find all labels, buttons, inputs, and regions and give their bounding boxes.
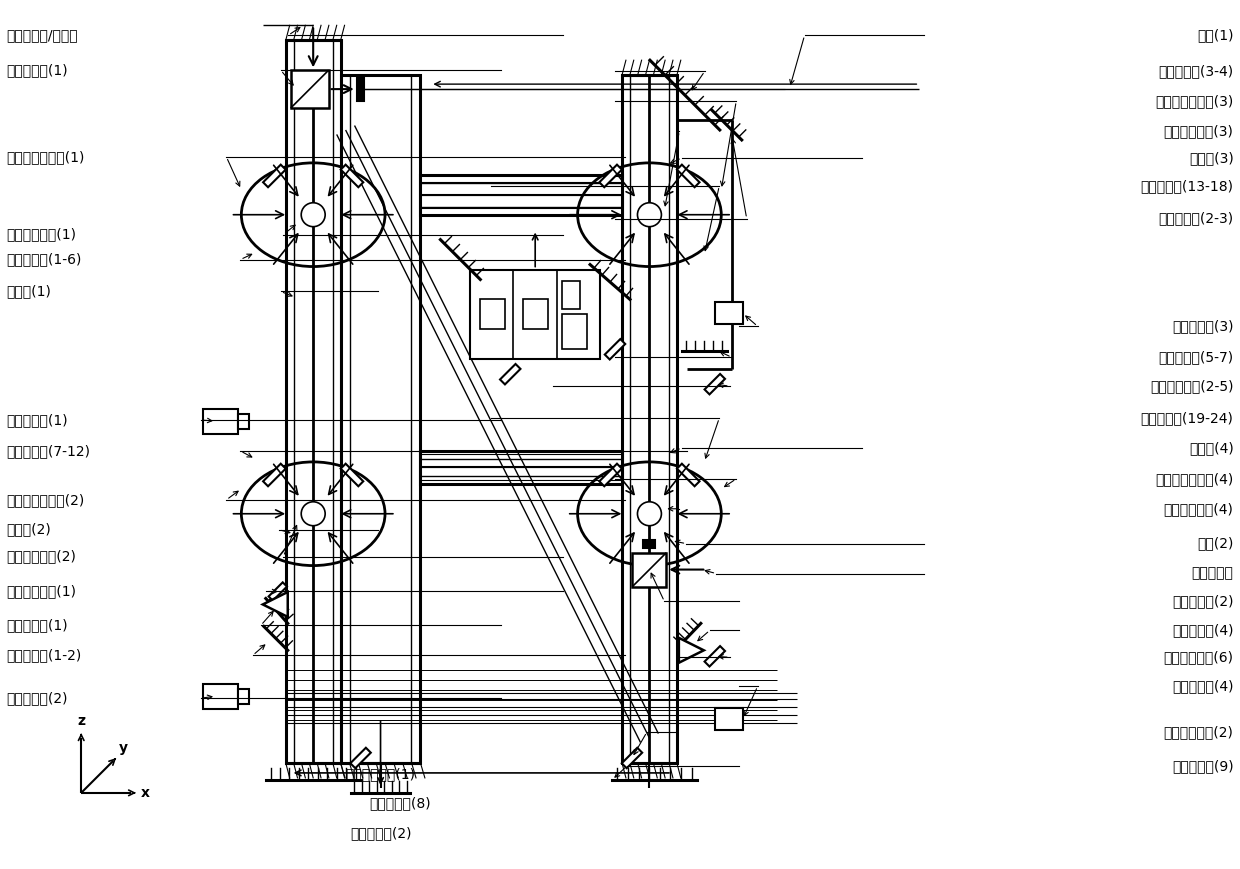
Circle shape (301, 202, 325, 227)
Text: 原子囚禁光(1-6): 原子囚禁光(1-6) (6, 253, 82, 267)
Text: 水平拉曼光: 水平拉曼光 (1192, 567, 1234, 580)
Text: 角锥反射镜(1): 角锥反射镜(1) (6, 619, 68, 633)
Text: z: z (77, 714, 86, 728)
Polygon shape (263, 464, 285, 487)
Bar (714, 708, 743, 730)
Circle shape (637, 501, 661, 526)
Text: 四分之一波片(1): 四分之一波片(1) (346, 767, 415, 781)
Text: 药光探测器(2): 药光探测器(2) (6, 691, 68, 705)
Text: 原子囚禁光(19-24): 原子囚禁光(19-24) (1141, 411, 1234, 425)
Bar (357, 77, 363, 101)
Text: 二分之一波片(1): 二分之一波片(1) (6, 585, 77, 599)
Text: 偏振分束器(1): 偏振分束器(1) (6, 63, 68, 77)
Polygon shape (269, 582, 286, 600)
Text: 真空腔(2): 真空腔(2) (6, 522, 51, 537)
Bar (562, 315, 587, 349)
Bar (290, 70, 329, 108)
Bar (420, 451, 622, 484)
Text: 偏振分束器(2): 偏振分束器(2) (1172, 594, 1234, 608)
Text: 平面反射镜(1-2): 平面反射镜(1-2) (6, 648, 82, 662)
Text: 原子囚禁光(13-18): 原子囚禁光(13-18) (1141, 179, 1234, 193)
Bar (341, 75, 420, 763)
Polygon shape (500, 364, 521, 384)
Polygon shape (677, 164, 699, 187)
Text: 平面反射镜(9): 平面反射镜(9) (1172, 759, 1234, 773)
Text: 光挡(1): 光挡(1) (1197, 29, 1234, 43)
Polygon shape (677, 464, 699, 487)
Text: 平面反射镜(3-4): 平面反射镜(3-4) (1158, 64, 1234, 78)
Text: 药光探测器(3): 药光探测器(3) (1172, 319, 1234, 334)
Bar (632, 553, 666, 587)
Text: 反亚姆霍兹线圈(4): 反亚姆霍兹线圈(4) (1156, 472, 1234, 486)
Text: 平面反射镜(5-7): 平面反射镜(5-7) (1158, 350, 1234, 364)
Text: 双组份原子团(3): 双组份原子团(3) (1164, 124, 1234, 138)
Bar (203, 684, 238, 708)
Polygon shape (605, 339, 625, 360)
Polygon shape (351, 747, 371, 768)
Polygon shape (263, 592, 288, 617)
Bar (203, 408, 238, 434)
Text: 角锥反射镜(4): 角锥反射镜(4) (1172, 623, 1234, 637)
Polygon shape (704, 374, 725, 395)
Polygon shape (678, 638, 704, 663)
Bar (714, 302, 743, 324)
Bar (523, 300, 548, 329)
Text: 平面反射镜(2): 平面反射镜(2) (350, 826, 412, 839)
Polygon shape (341, 464, 363, 487)
Bar (480, 300, 505, 329)
Bar (420, 175, 622, 215)
Circle shape (301, 501, 325, 526)
Text: 原子囚禁光(7-12): 原子囚禁光(7-12) (6, 444, 91, 458)
Text: 真空腔(3): 真空腔(3) (1189, 151, 1234, 165)
Bar (238, 414, 249, 428)
Polygon shape (599, 164, 622, 187)
Text: 反亚姆霍兹线圈(2): 反亚姆霍兹线圈(2) (6, 493, 84, 507)
Text: 四分之一波片(2): 四分之一波片(2) (1164, 725, 1234, 739)
Text: 药光探测器(4): 药光探测器(4) (1172, 680, 1234, 693)
Text: 二分之一波片(2-5): 二分之一波片(2-5) (1151, 379, 1234, 393)
Text: 二分之一波片(6): 二分之一波片(6) (1163, 650, 1234, 664)
Bar (642, 540, 655, 547)
Polygon shape (263, 164, 285, 187)
Text: y: y (119, 741, 128, 755)
Text: 药光探测器(1): 药光探测器(1) (6, 413, 68, 427)
Text: 反亚姆霍兹线圈(3): 反亚姆霍兹线圈(3) (1156, 94, 1234, 108)
Text: 竖直拉曼光/探测光: 竖直拉曼光/探测光 (6, 29, 78, 43)
Bar (238, 689, 249, 704)
Polygon shape (621, 747, 642, 768)
Text: 光挡(2): 光挡(2) (1198, 537, 1234, 551)
Text: 反亚姆霍兹线圈(1): 反亚姆霍兹线圈(1) (6, 149, 84, 164)
Bar (470, 269, 600, 359)
Polygon shape (599, 464, 622, 487)
Circle shape (637, 202, 661, 227)
Text: 真空腔(4): 真空腔(4) (1189, 441, 1234, 455)
Text: 角锥反射镜(2-3): 角锥反射镜(2-3) (1158, 212, 1234, 226)
Text: 双组份原子团(1): 双组份原子团(1) (6, 228, 77, 242)
Text: 平面反射镜(8): 平面反射镜(8) (370, 796, 432, 810)
Text: 双组份原子团(2): 双组份原子团(2) (6, 549, 76, 564)
Polygon shape (341, 164, 363, 187)
Bar (562, 282, 580, 309)
Bar (285, 40, 341, 763)
Polygon shape (704, 646, 725, 667)
Text: x: x (141, 786, 150, 799)
Text: 真空腔(1): 真空腔(1) (6, 284, 51, 298)
Text: 双组份原子团(4): 双组份原子团(4) (1164, 501, 1234, 516)
Bar (622, 75, 677, 763)
